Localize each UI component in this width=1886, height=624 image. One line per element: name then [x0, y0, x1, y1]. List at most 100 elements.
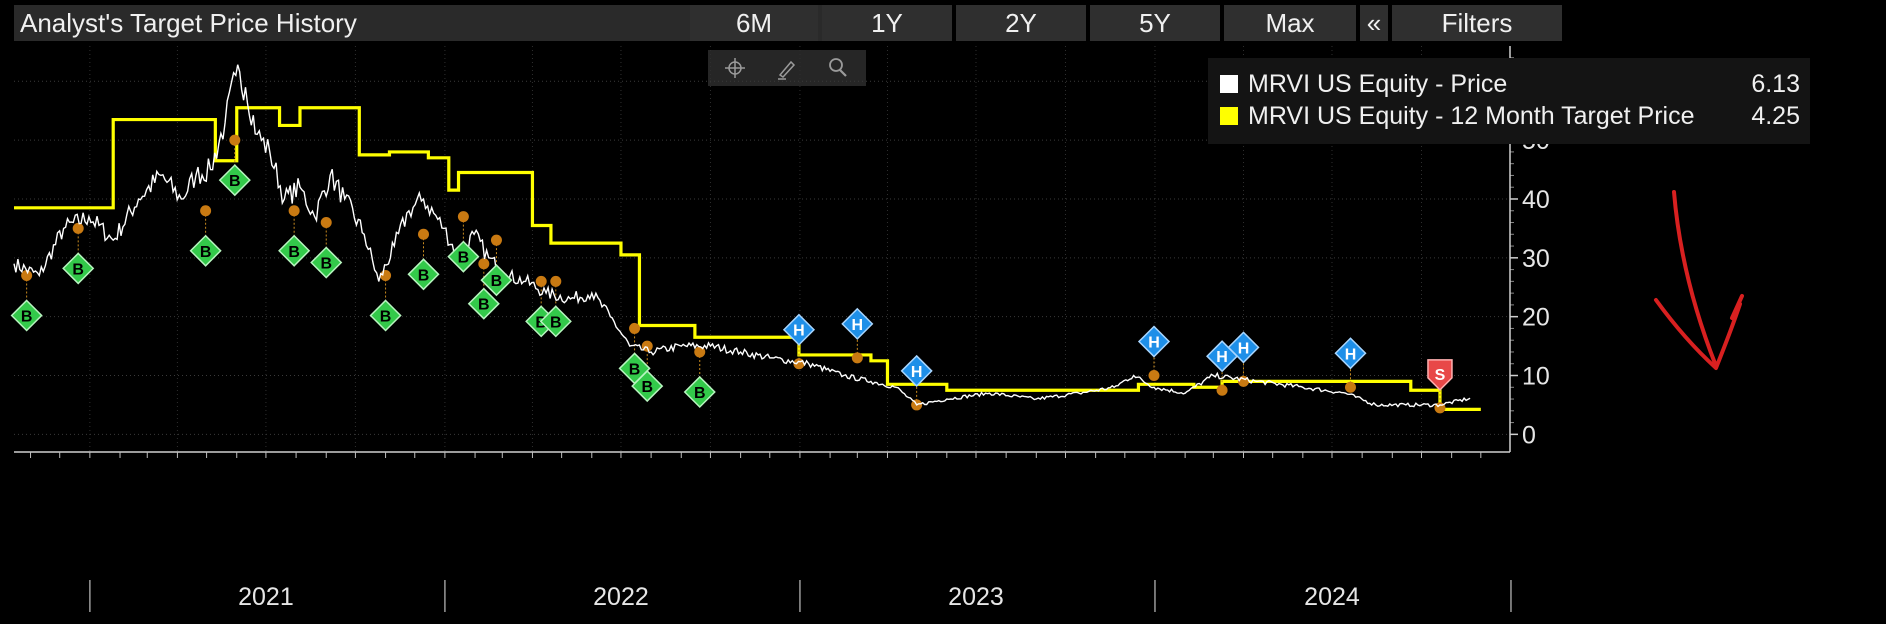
rating-marker-label: B — [72, 261, 84, 278]
rating-marker-label: B — [458, 250, 470, 267]
rating-marker-label: H — [852, 317, 864, 334]
rating-marker-shape — [10, 299, 43, 332]
filters-button[interactable]: Filters — [1392, 5, 1562, 41]
rating-marker-label: H — [1148, 335, 1160, 352]
crosshair-icon[interactable] — [708, 50, 762, 86]
rating-marker-shape — [1334, 337, 1367, 370]
price-line — [13, 64, 1471, 408]
rating-marker-h: H — [1227, 331, 1260, 364]
rating-marker-label: B — [641, 379, 653, 396]
rating-marker-label: H — [1238, 340, 1250, 357]
rating-marker-shape — [189, 234, 222, 267]
grid — [14, 46, 1510, 452]
rating-marker-shape — [841, 307, 874, 340]
target-price-line — [14, 106, 1481, 411]
rating-marker-b: B — [447, 240, 480, 273]
y-tick-label: 20 — [1522, 304, 1550, 332]
rating-marker-label: H — [793, 323, 805, 340]
rating-marker-shape — [467, 287, 500, 320]
rating-marker-label: B — [550, 314, 562, 331]
x-year-label: 2024 — [1304, 583, 1360, 611]
rating-marker-b: B — [480, 264, 513, 297]
rating-marker-b: B — [539, 305, 572, 338]
legend-value: 6.13 — [1751, 70, 1800, 98]
rating-marker-shape — [407, 258, 440, 291]
marker-point — [288, 205, 300, 217]
y-tick-label: 0 — [1522, 421, 1536, 449]
legend-swatch-target — [1220, 107, 1238, 125]
marker-point — [1148, 370, 1160, 382]
marker-point — [418, 228, 430, 240]
rating-marker-h: H — [782, 313, 816, 346]
y-tick-label: 40 — [1522, 186, 1550, 214]
marker-point — [550, 275, 562, 287]
range-6m-button[interactable]: 6M — [690, 5, 818, 41]
x-year-label: 2023 — [948, 583, 1004, 611]
rating-marker-shape — [447, 240, 480, 273]
target-price-series — [14, 106, 1481, 411]
rating-marker-label: B — [200, 244, 212, 261]
x-year-label: 2021 — [238, 583, 294, 611]
rating-marker-label: B — [694, 385, 706, 402]
range-max-button[interactable]: Max — [1224, 5, 1356, 41]
legend-swatch-price — [1220, 75, 1238, 93]
range-5y-button[interactable]: 5Y — [1090, 5, 1220, 41]
rating-marker-label: B — [418, 267, 430, 284]
rating-marker-shape — [278, 234, 311, 267]
rating-marker-b: B — [310, 246, 343, 279]
collapse-icon[interactable]: « — [1360, 5, 1388, 41]
rating-marker-h: H — [1137, 325, 1171, 358]
legend-value: 4.25 — [1751, 102, 1800, 130]
marker-point — [320, 217, 332, 229]
marker-point — [629, 322, 641, 334]
rating-marker-shape — [310, 246, 343, 279]
legend-item-price[interactable]: MRVI US Equity - Price 6.13 — [1220, 68, 1800, 100]
marker-point — [1216, 384, 1228, 396]
rating-marker-label: H — [1216, 349, 1228, 366]
marker-point — [21, 269, 33, 281]
axes: 01020304050602021202220232024 — [14, 46, 1550, 612]
legend-item-target[interactable]: MRVI US Equity - 12 Month Target Price 4… — [1220, 100, 1800, 132]
marker-point — [72, 222, 84, 234]
x-year-label: 2022 — [593, 583, 649, 611]
rating-marker-label: B — [629, 361, 641, 378]
legend-label: MRVI US Equity - 12 Month Target Price — [1248, 102, 1695, 130]
marker-point — [478, 258, 490, 270]
sell-marker-shape — [1427, 359, 1453, 391]
range-2y-button[interactable]: 2Y — [956, 5, 1086, 41]
rating-marker-label: B — [380, 308, 392, 325]
rating-marker-label: B — [229, 173, 241, 190]
y-tick-label: 10 — [1522, 363, 1550, 391]
rating-marker-h: H — [841, 307, 874, 340]
marker-point — [1344, 381, 1356, 393]
rating-marker-label: B — [535, 314, 547, 331]
page-title: Analyst's Target Price History — [14, 5, 824, 41]
rating-marker-shape — [369, 299, 402, 332]
price-series — [13, 64, 1471, 408]
legend: MRVI US Equity - Price 6.13 MRVI US Equi… — [1208, 58, 1810, 144]
rating-marker-shape — [1227, 331, 1260, 364]
rating-marker-shape — [631, 370, 664, 403]
rating-marker-b: B — [369, 299, 402, 332]
rating-marker-label: S — [1435, 367, 1446, 384]
marker-point — [535, 275, 547, 287]
rating-marker-shape — [539, 305, 572, 338]
marker-point — [490, 234, 502, 246]
rating-marker-shape — [1137, 325, 1171, 358]
pencil-icon[interactable] — [760, 50, 814, 86]
annotation-arrow-shaft — [1672, 190, 1718, 368]
magnifier-icon[interactable] — [812, 50, 866, 86]
rating-marker-b: B — [407, 258, 440, 291]
rating-marker-label: H — [1345, 346, 1357, 363]
rating-marker-shape — [683, 375, 716, 409]
rating-marker-label: B — [21, 308, 33, 325]
rating-marker-b: B — [278, 234, 311, 267]
legend-label: MRVI US Equity - Price — [1248, 70, 1508, 98]
range-1y-button[interactable]: 1Y — [822, 5, 952, 41]
rating-marker-shape — [62, 252, 95, 285]
marker-point — [380, 269, 392, 281]
rating-marker-label: B — [288, 244, 300, 261]
rating-marker-b: B — [189, 234, 222, 267]
